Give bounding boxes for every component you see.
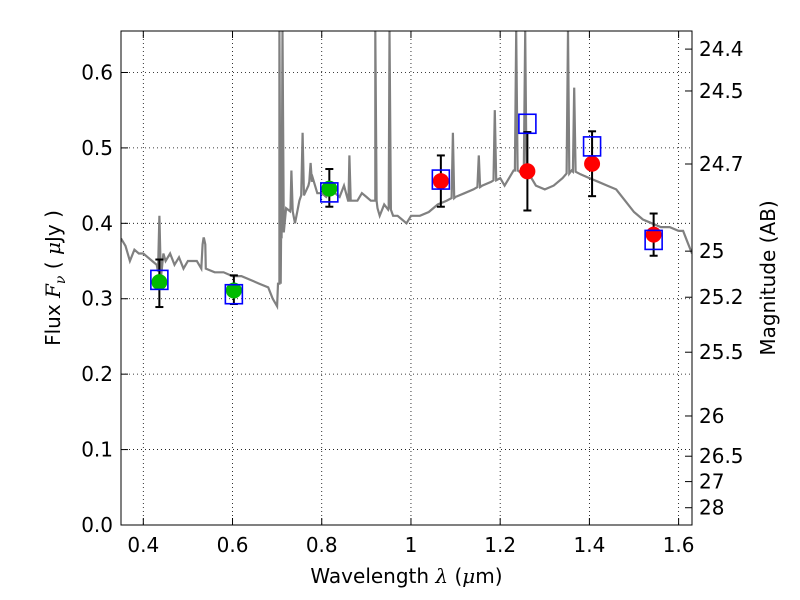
- red-point: [645, 226, 662, 243]
- y-tick-label: 0.0: [81, 513, 113, 537]
- model-box: [518, 113, 537, 135]
- red-point: [432, 173, 449, 190]
- errorbars: [155, 130, 658, 309]
- green-point: [151, 274, 168, 291]
- red-point: [519, 163, 536, 180]
- y2-tick-label: 26: [699, 404, 724, 428]
- tick-labels: 0.4 0.6 0.8 1 1.2 1.4 1.6 0.0 0.1 0.2 0.3 0.4 0.5 0.6…: [81, 37, 743, 557]
- y-tick-label: 0.3: [81, 287, 113, 311]
- x-tick-label: 0.4: [127, 533, 159, 557]
- x-tick-label: 1: [405, 533, 418, 557]
- y2-tick-label: 28: [699, 496, 724, 520]
- y2-tick-label: 24.5: [699, 79, 744, 103]
- model-box: [224, 283, 244, 305]
- x-tick-label: 1.4: [573, 533, 605, 557]
- y2-tick-label: 27: [699, 470, 724, 494]
- x-axis-label: Wavelength λ (μm): [310, 564, 502, 588]
- model-spectrum-line: [121, 31, 692, 311]
- y2-tick-label: 25: [699, 239, 724, 263]
- y2-tick-label: 26.5: [699, 444, 744, 468]
- y2-tick-label: 24.4: [699, 37, 744, 61]
- model-box: [320, 182, 339, 203]
- y2-axis-label: Magnitude (AB): [756, 200, 780, 355]
- model-box: [582, 136, 602, 157]
- x-tick-label: 1.2: [484, 533, 516, 557]
- axis-ticks: [121, 31, 692, 526]
- model-spectrum: [121, 31, 692, 311]
- model-box: [150, 269, 169, 291]
- y-tick-label: 0.1: [81, 438, 113, 462]
- model-boxes: [150, 113, 663, 305]
- red-point: [584, 155, 601, 172]
- x-tick-label: 1.6: [663, 533, 695, 557]
- x-tick-label: 0.6: [217, 533, 249, 557]
- grid-lines: [121, 31, 692, 526]
- y-tick-label: 0.2: [81, 362, 113, 386]
- model-box: [431, 169, 451, 190]
- green-point: [225, 282, 242, 299]
- model-box: [644, 229, 663, 251]
- plot-frame: [120, 30, 693, 526]
- y-tick-label: 0.5: [81, 136, 113, 160]
- y-axis-label: Flux Fν ( μJy ): [41, 210, 69, 346]
- x-tick-label: 0.8: [306, 533, 338, 557]
- y2-tick-label: 25.5: [699, 340, 744, 364]
- y-tick-label: 0.6: [81, 60, 113, 84]
- green-point: [321, 180, 338, 197]
- data-points: [151, 155, 662, 299]
- y2-tick-label: 25.2: [699, 285, 744, 309]
- y2-tick-label: 24.7: [699, 152, 744, 176]
- y-tick-label: 0.4: [81, 211, 113, 235]
